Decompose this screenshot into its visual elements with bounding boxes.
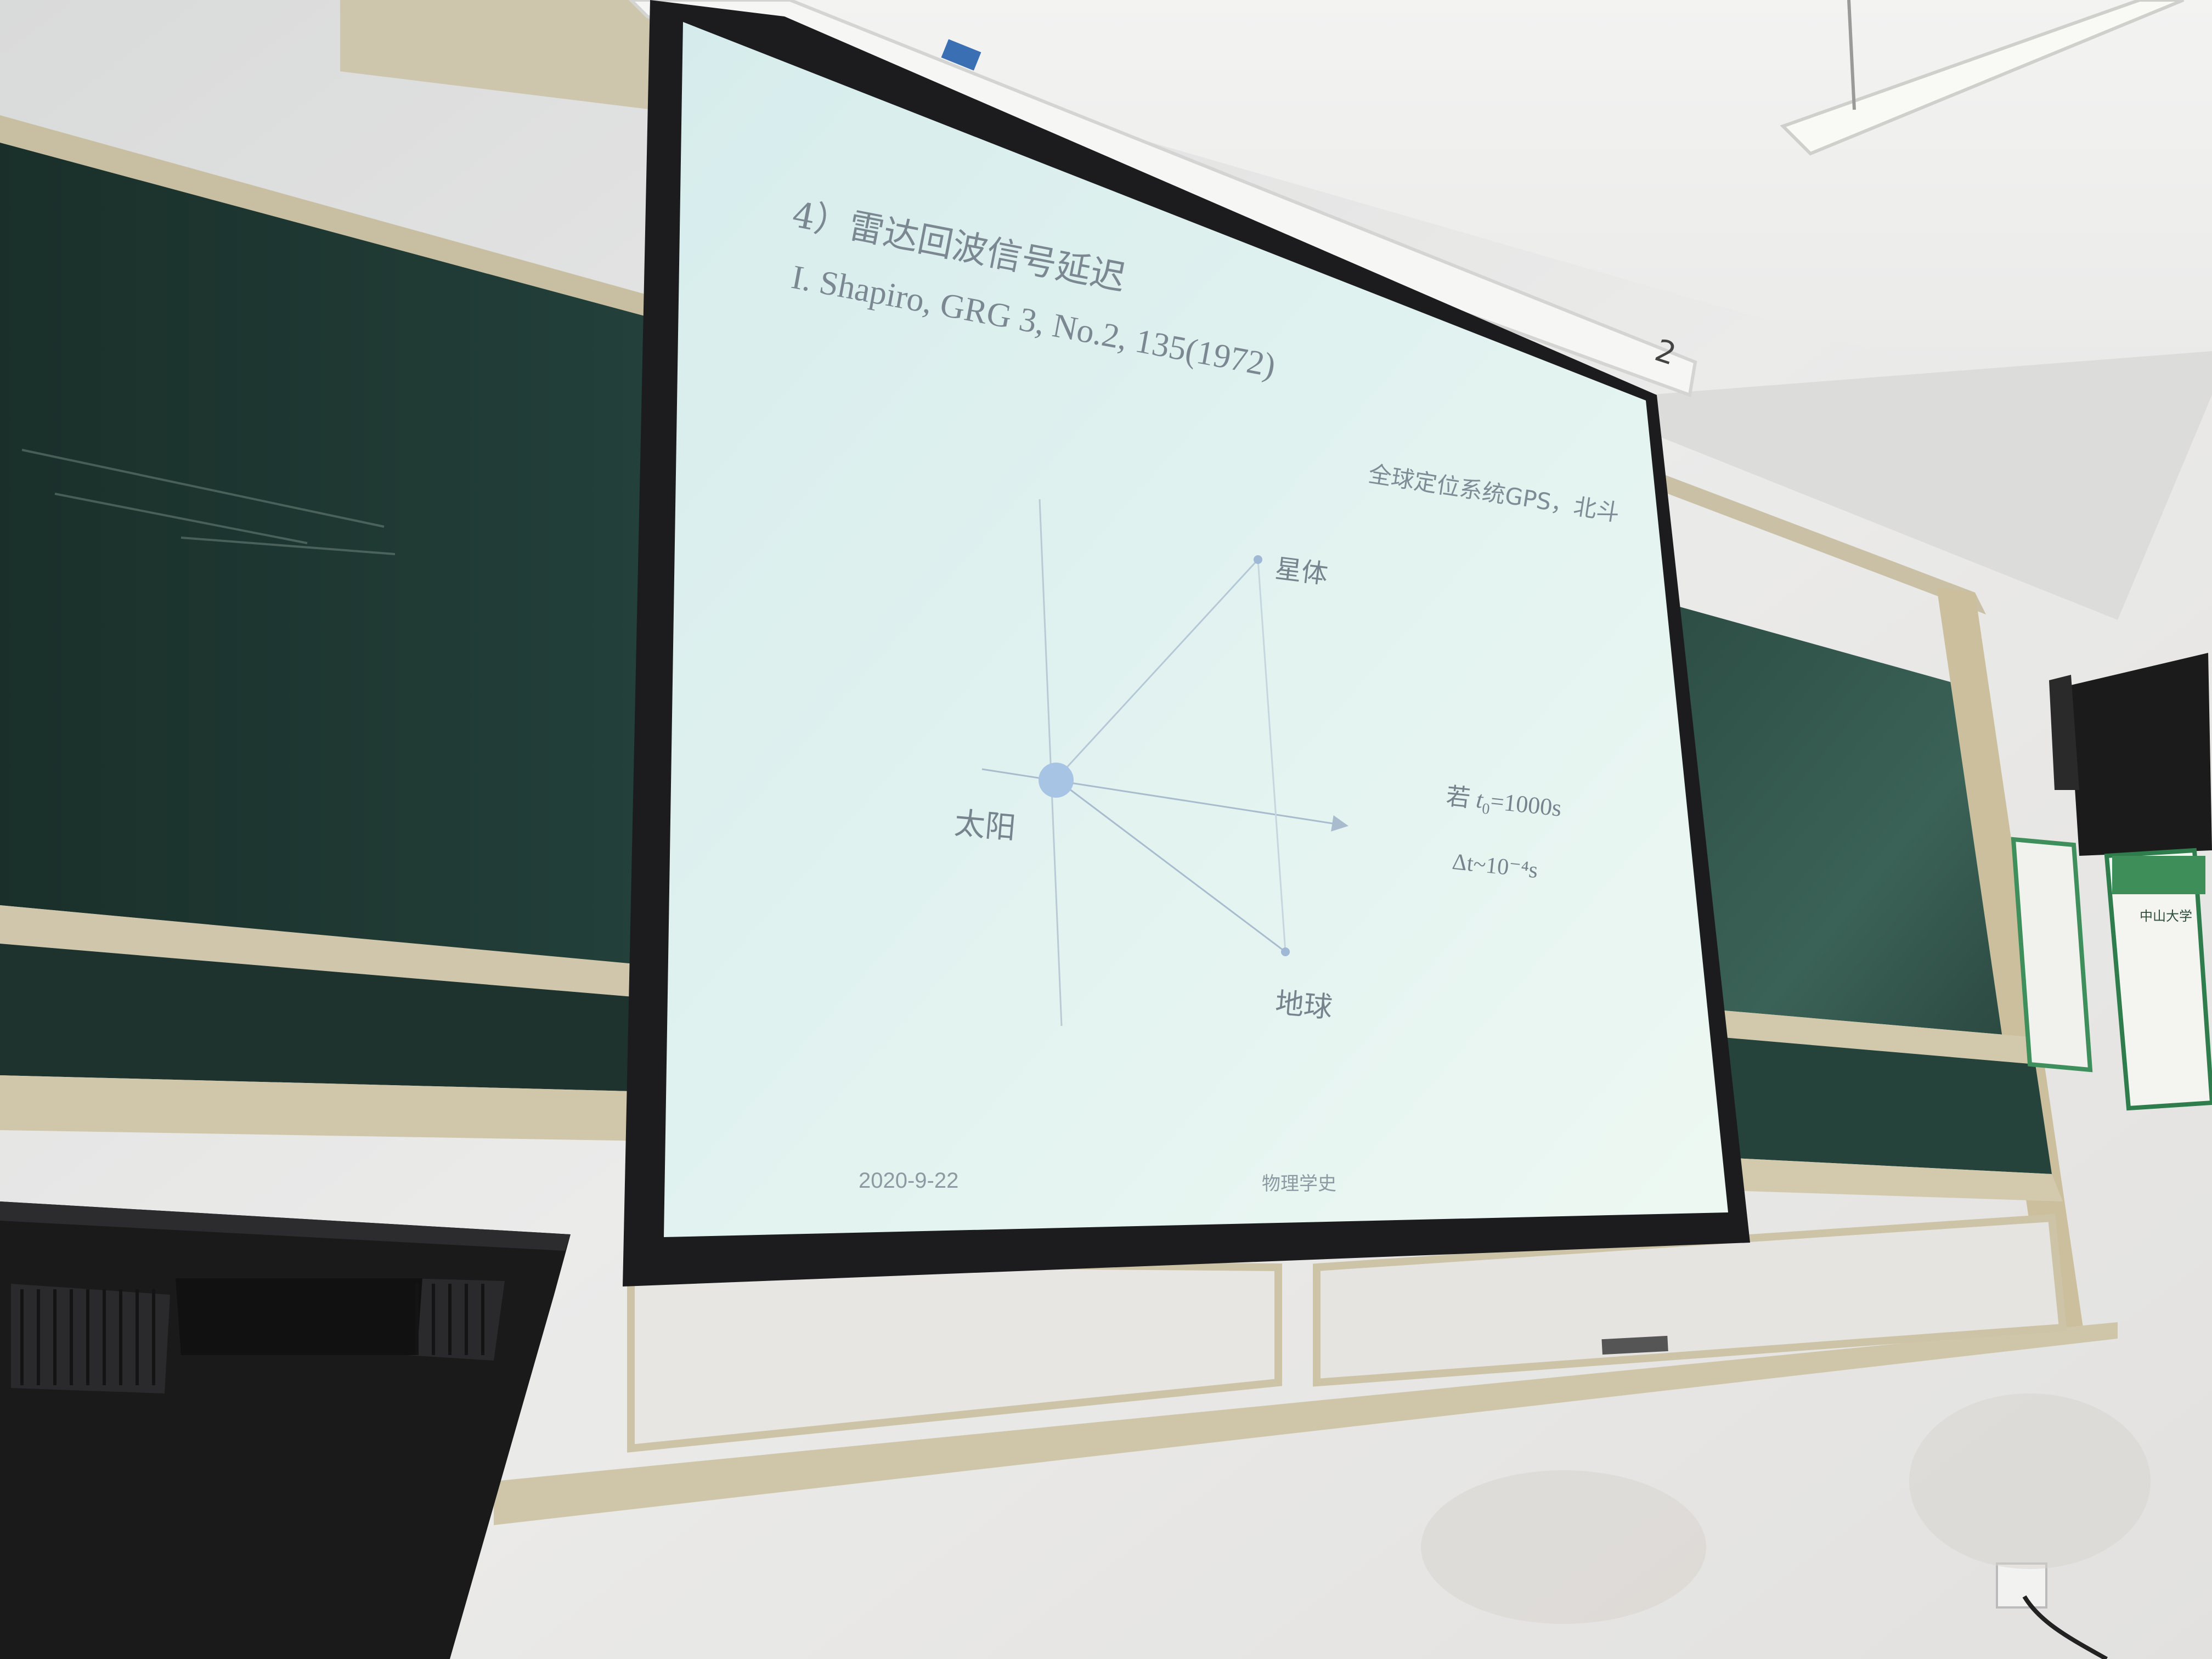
sun-star-line bbox=[1055, 558, 1259, 780]
chalkboard-left bbox=[0, 132, 647, 966]
star-earth-line bbox=[1257, 559, 1286, 952]
cable bbox=[2022, 1595, 2108, 1659]
chalk-tray-right bbox=[1723, 1158, 2063, 1201]
notice-board-1 bbox=[2011, 837, 2093, 1073]
board-frame-top-left bbox=[0, 115, 653, 318]
sun-dot bbox=[1039, 763, 1074, 798]
footer-date: 2020-9-22 bbox=[859, 1169, 959, 1193]
screen-tag-label bbox=[941, 39, 981, 71]
ceiling-light bbox=[1780, 0, 2185, 156]
sun-earth-line bbox=[1056, 778, 1286, 953]
wall-socket bbox=[1996, 1562, 2047, 1609]
monitor-stand-mount bbox=[176, 1278, 422, 1355]
notice-header bbox=[2112, 856, 2205, 894]
chalk-smudge bbox=[21, 449, 396, 555]
chalkboard-right bbox=[1668, 603, 2030, 1037]
lower-board-left bbox=[0, 944, 653, 1092]
wall-stain bbox=[1909, 1393, 2151, 1569]
wall-stain bbox=[1421, 1470, 1706, 1624]
speaker-bracket bbox=[2049, 675, 2079, 790]
speaker bbox=[2068, 653, 2212, 856]
monitor-top-edge bbox=[0, 1201, 571, 1251]
lower-frame bbox=[494, 1322, 2118, 1525]
chalk-tray-left bbox=[0, 1075, 653, 1141]
top-trim-left bbox=[340, 0, 653, 110]
poster-title: 中山大学 bbox=[2140, 909, 2192, 924]
monitor-back bbox=[0, 1201, 571, 1659]
board-rail-left bbox=[0, 905, 653, 998]
screen-surface bbox=[664, 22, 1728, 1237]
board-frame-right bbox=[1657, 472, 1986, 614]
wall-ledge bbox=[1646, 351, 2212, 620]
lower-panel-right bbox=[1313, 1214, 2067, 1387]
board-rail-right bbox=[1712, 1009, 2035, 1064]
notice-board-2 bbox=[2104, 848, 2212, 1111]
light-rod bbox=[1847, 0, 1856, 110]
star-dot bbox=[1254, 555, 1262, 564]
footer-course: 物理学史 bbox=[1262, 1173, 1336, 1195]
earth-dot bbox=[1281, 947, 1290, 956]
vertical-axis bbox=[1039, 499, 1063, 1026]
vent-slots bbox=[20, 1284, 484, 1385]
lower-board-right bbox=[1717, 1037, 2052, 1174]
monitor-vent-left bbox=[11, 1284, 170, 1393]
monitor-vent-right bbox=[406, 1278, 505, 1361]
eraser bbox=[1601, 1335, 1668, 1355]
